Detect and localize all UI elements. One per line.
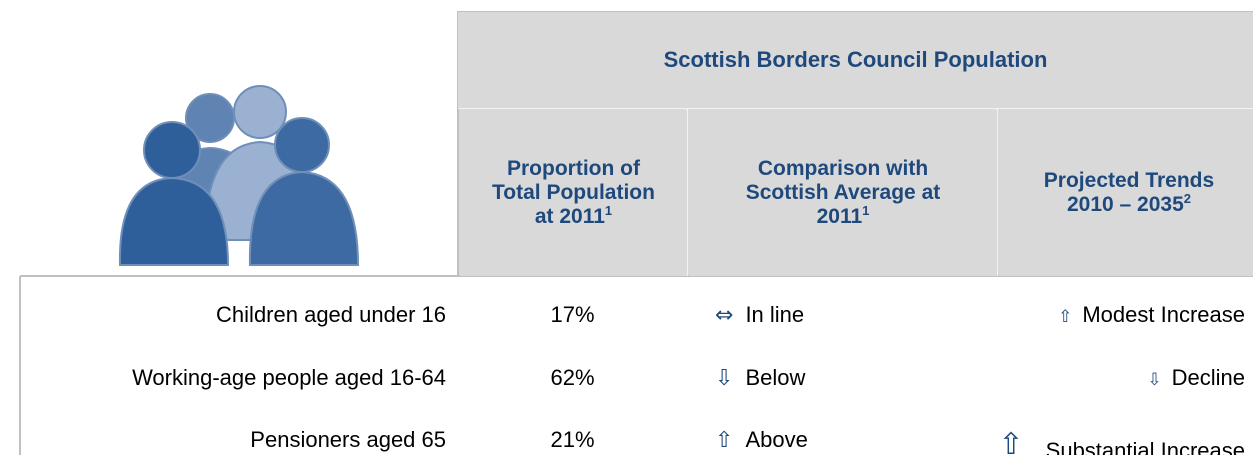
comparison-text: Below — [745, 365, 806, 390]
trend-text: Decline — [1171, 365, 1245, 390]
column-header-text: Proportion of Total Population at 20111 — [489, 157, 659, 229]
trend: ⇧ Substantial Increase — [999, 427, 1245, 455]
column-header: Proportion of Total Population at 20111 — [460, 110, 687, 276]
column-header-text: Comparison with Scottish Average at 2011… — [736, 157, 951, 229]
footnote-mark: 1 — [604, 203, 613, 218]
column-header-label: Comparison with Scottish Average at 2011 — [745, 157, 941, 228]
comparison-text: Above — [745, 427, 808, 452]
trend: ⇩ Decline — [1147, 365, 1245, 391]
arrow: ⇩ — [715, 366, 734, 391]
comparison: ⇔ In line — [715, 302, 804, 328]
trend-text: Substantial Increase — [1045, 438, 1245, 455]
arrow: ⇧ — [715, 428, 734, 453]
proportion: 62% — [550, 365, 595, 390]
footnote-mark: 1 — [862, 203, 870, 218]
proportion: 21% — [550, 427, 595, 452]
column-header-label: Projected Trends 2010 – 2035 — [1043, 169, 1215, 216]
proportion: 17% — [550, 302, 595, 327]
header-title-cell: Scottish Borders Council Population — [458, 12, 1253, 108]
comparison-text: In line — [745, 302, 805, 327]
row-label: Working-age people aged 16-64 — [132, 365, 446, 390]
arrow: ⇧ — [1058, 307, 1073, 327]
column-header-text: Projected Trends 2010 – 20352 — [1027, 169, 1232, 217]
comparison: ⇩ Below — [715, 365, 805, 391]
trend: ⇧ Modest Increase — [1058, 302, 1245, 328]
column-header: Comparison with Scottish Average at 2011… — [689, 110, 997, 276]
footnote-mark: 2 — [1183, 191, 1192, 206]
row-label: Children aged under 16 — [216, 302, 446, 327]
comparison: ⇧ Above — [715, 427, 808, 453]
column-header: Projected Trends 2010 – 20352 — [999, 110, 1253, 276]
header-title: Scottish Borders Council Population — [663, 47, 1048, 72]
arrow: ⇧ — [998, 427, 1024, 455]
people-icon — [118, 85, 360, 266]
trend-text: Modest Increase — [1082, 302, 1245, 327]
arrow: ⇩ — [1147, 370, 1162, 390]
row-label: Pensioners aged 65 — [250, 427, 446, 452]
column-header-label: Proportion of Total Population at 2011 — [492, 157, 655, 228]
arrow: ⇔ — [715, 303, 734, 328]
